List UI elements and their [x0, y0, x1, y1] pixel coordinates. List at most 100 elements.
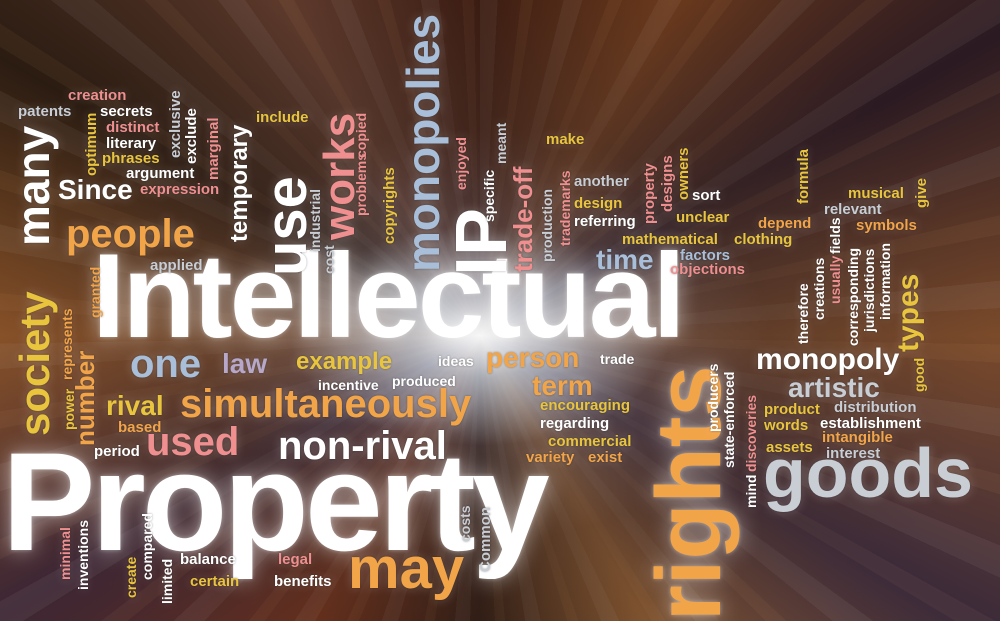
word-certain: certain [190, 573, 240, 590]
word-clothing: clothing [734, 231, 793, 248]
word-production: production [539, 188, 555, 262]
word-balance: balance [180, 551, 236, 568]
word-owners: owners [675, 147, 692, 200]
word-common: Common [477, 507, 494, 572]
word-exist: exist [588, 449, 623, 466]
word-state-enforced: state-enforced [721, 371, 737, 468]
word-simultaneously: simultaneously [180, 382, 472, 426]
word-product: product [764, 401, 820, 418]
word-secrets: secrets [100, 103, 153, 120]
word-rival: rival [106, 390, 164, 421]
word-intangible: intangible [822, 429, 893, 446]
word-trademarks: trademarks [557, 170, 573, 247]
word-distribution: distribution [834, 399, 917, 416]
word-types: types [892, 273, 925, 352]
word-therefore: therefore [795, 283, 811, 344]
word-argument: argument [126, 165, 195, 182]
word-formula: formula [795, 148, 812, 204]
word-relevant: relevant [824, 201, 882, 218]
word-property: Property [2, 423, 550, 580]
word-include: include [256, 109, 309, 126]
word-compared: compared [139, 513, 155, 580]
word-benefits: benefits [274, 573, 332, 590]
word-period: period [94, 443, 140, 460]
word-encouraging: encouraging [540, 397, 631, 414]
word-factors: factors [680, 247, 731, 264]
word-distinct: distinct [106, 119, 160, 136]
word-ideas: ideas [438, 353, 474, 369]
word-musical: musical [848, 185, 904, 202]
word-person: person [486, 342, 580, 373]
word-create: create [123, 556, 139, 598]
word-used: used [146, 420, 240, 464]
word-trade-off: trade-off [508, 166, 538, 272]
word-producers: producers [705, 363, 721, 432]
word-sort: sort [692, 187, 721, 204]
word-industrial: industrial [307, 188, 323, 252]
word-good: good [911, 357, 927, 392]
word-monopoly: monopoly [756, 343, 900, 376]
word-costs: costs [457, 505, 473, 542]
word-enjoyed: enjoyed [453, 137, 469, 190]
word-time: time [596, 244, 654, 275]
word-inventions: inventions [75, 519, 91, 590]
word-copied: copied [353, 112, 369, 158]
word-referring: referring [574, 213, 636, 230]
word-assets: assets [766, 439, 813, 456]
word-example: example [296, 348, 393, 375]
word-jurisdictions: jurisdictions [861, 248, 877, 332]
word-commercial: commercial [548, 433, 632, 450]
word-patents: patents [18, 103, 72, 120]
word-information: information [877, 243, 893, 320]
word-symbols: symbols [856, 217, 917, 234]
word-mathematical: mathematical [622, 231, 718, 248]
word-specific: specific [481, 169, 497, 222]
word-designs: designs [659, 155, 676, 212]
word-temporary: temporary [226, 124, 253, 242]
word-discoveries: discoveries [743, 394, 759, 472]
word-many: many [7, 125, 59, 246]
word-unclear: unclear [676, 209, 730, 226]
word-phrases: phrases [102, 150, 160, 167]
word-another: another [574, 173, 630, 190]
word-literary: literary [106, 135, 157, 152]
word-optimum: optimum [83, 112, 100, 176]
word-trade: trade [600, 351, 635, 367]
word-property-small: property [641, 163, 658, 224]
word-based: based [118, 419, 162, 436]
word-exclusive: exclusive [167, 90, 184, 158]
word-goods: goods [763, 434, 973, 512]
word-non-rival: non-rival [278, 424, 447, 468]
word-creations: creations [811, 257, 827, 320]
word-creation: creation [68, 87, 127, 104]
word-law: law [222, 348, 268, 379]
word-since: Since [58, 174, 133, 205]
word-artistic: artistic [788, 372, 880, 403]
word-one: one [130, 342, 202, 386]
word-monopolies: monopolies [397, 13, 449, 272]
word-term: term [532, 370, 593, 401]
word-variety: variety [526, 449, 575, 466]
word-expression: expression [140, 181, 220, 198]
word-fields: fields [827, 217, 843, 254]
word-number: number [70, 350, 100, 446]
word-exclude: exclude [183, 108, 200, 164]
word-legal: legal [278, 551, 313, 568]
word-granted: granted [87, 266, 103, 318]
word-give: give [913, 177, 930, 208]
word-may: may [348, 536, 465, 601]
word-regarding: regarding [540, 415, 610, 432]
word-meant: meant [493, 122, 509, 164]
word-cost: cost [321, 245, 337, 274]
word-usually: usually [827, 255, 843, 304]
word-depend: depend [758, 215, 812, 232]
word-establishment: establishment [820, 415, 921, 432]
word-incentive: incentive [318, 377, 379, 393]
word-people: people [66, 212, 195, 256]
word-corresponding: corresponding [845, 247, 861, 346]
word-design: design [574, 195, 623, 212]
word-make: make [546, 131, 585, 148]
word-produced: produced [392, 373, 456, 389]
word-mind: mind [743, 474, 759, 508]
